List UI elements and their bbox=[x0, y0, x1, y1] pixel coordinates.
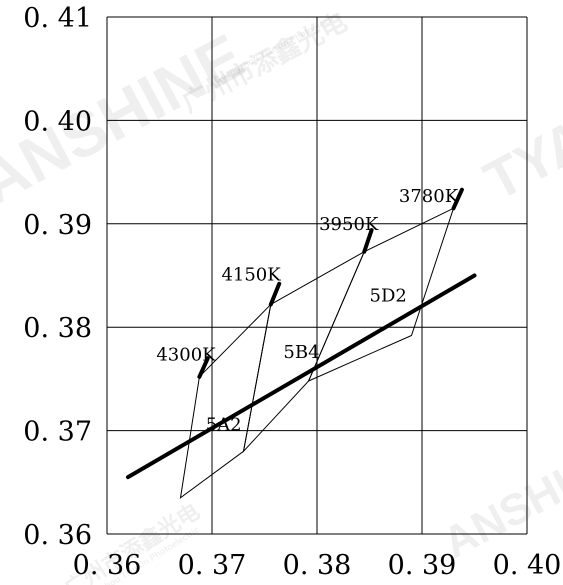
x-tick-label: 0. 40 bbox=[493, 550, 562, 581]
bin-quadrangle-5d2 bbox=[307, 207, 455, 382]
region-label: 5A2 bbox=[206, 415, 242, 436]
watermark-layer: ANSHINE 广州市添鑫光电 Guangzhou Tianxin Photoe… bbox=[0, 6, 563, 585]
cct-line-3950k bbox=[362, 228, 374, 254]
y-axis: 0. 41 0. 40 0. 39 0. 38 0. 37 0. 36 bbox=[23, 3, 92, 551]
cct-line-4150k bbox=[268, 281, 282, 307]
region-label: 3950K bbox=[319, 214, 379, 235]
series-line bbox=[126, 273, 477, 480]
x-axis: 0. 36 0. 37 0. 38 0. 39 0. 40 bbox=[73, 550, 562, 581]
x-tick-label: 0. 36 bbox=[73, 550, 142, 581]
region-labels: 4300K 4150K 3950K 3780K 5D2 5B4 5A2 bbox=[156, 186, 458, 436]
y-tick-label: 0. 36 bbox=[23, 520, 92, 551]
y-tick-label: 0. 41 bbox=[23, 3, 92, 34]
grid bbox=[106, 16, 528, 535]
x-tick-label: 0. 39 bbox=[388, 550, 457, 581]
region-label: 4150K bbox=[221, 265, 281, 286]
series-layer bbox=[126, 273, 477, 480]
y-tick-label: 0. 37 bbox=[23, 417, 92, 448]
cct-line-3780k bbox=[451, 187, 464, 211]
watermark-text: TYA bbox=[474, 107, 563, 213]
y-tick-label: 0. 39 bbox=[23, 210, 92, 241]
x-tick-label: 0. 37 bbox=[178, 550, 247, 581]
cct-line-4300k bbox=[197, 356, 210, 379]
region-label: 5B4 bbox=[283, 342, 319, 363]
region-label: 4300K bbox=[156, 344, 216, 365]
y-tick-label: 0. 38 bbox=[23, 313, 92, 344]
x-tick-label: 0. 38 bbox=[283, 550, 352, 581]
region-label: 5D2 bbox=[370, 285, 407, 306]
cct-lines bbox=[197, 187, 464, 379]
y-tick-label: 0. 40 bbox=[23, 106, 92, 137]
watermark-text: ANSHINE bbox=[435, 432, 563, 568]
region-label: 3780K bbox=[399, 186, 459, 207]
